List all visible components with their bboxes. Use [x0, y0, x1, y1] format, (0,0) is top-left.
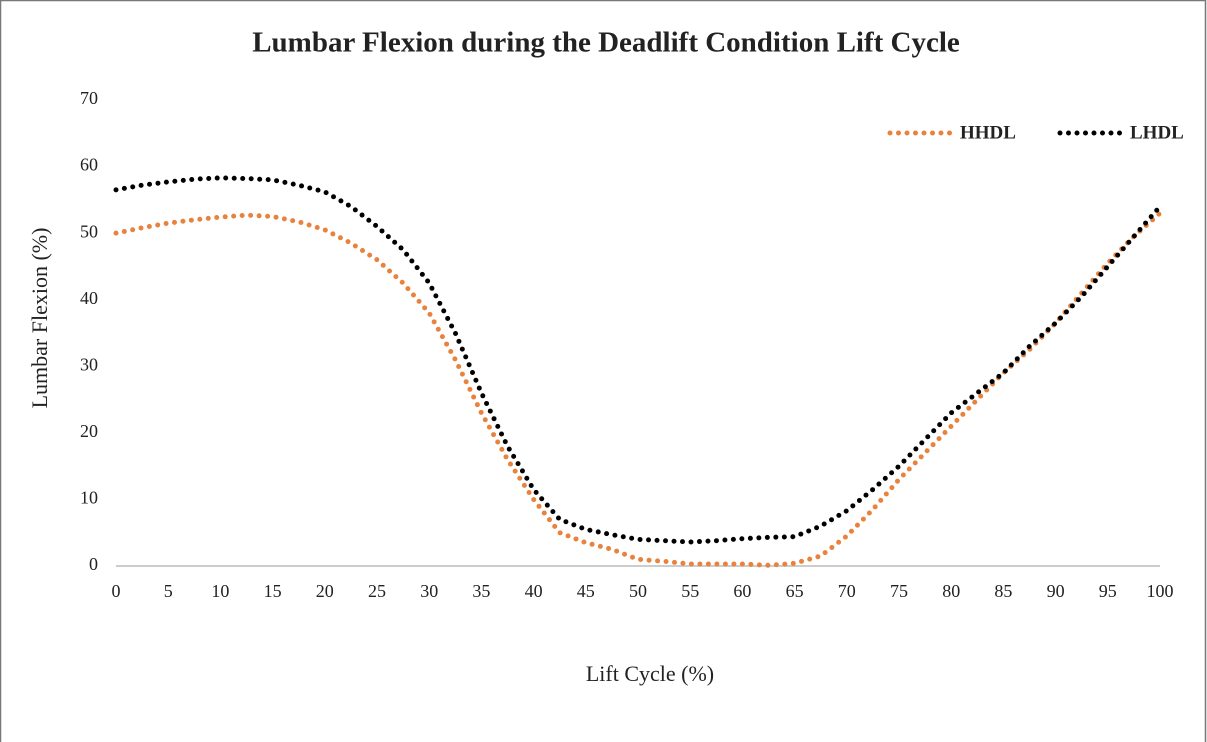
legend-label: HHDL	[960, 122, 1016, 143]
x-tick-label: 65	[786, 581, 804, 601]
y-tick-label: 0	[89, 554, 98, 574]
legend-label: LHDL	[1130, 122, 1184, 143]
data-line	[113, 210, 1163, 568]
y-tick-label: 10	[80, 488, 98, 508]
x-tick-label: 95	[1099, 581, 1117, 601]
y-tick-label: 60	[80, 155, 98, 175]
x-tick-label: 40	[525, 581, 543, 601]
x-tick-label: 0	[112, 581, 121, 601]
x-tick-label: 70	[838, 581, 856, 601]
x-tick-label: 80	[942, 581, 960, 601]
x-tick-label: 90	[1047, 581, 1065, 601]
x-axis-label: Lift Cycle (%)	[586, 661, 714, 686]
data-line	[113, 175, 1163, 545]
x-tick-label: 50	[629, 581, 647, 601]
x-tick-label: 25	[368, 581, 386, 601]
x-tick-label: 60	[733, 581, 751, 601]
y-tick-label: 40	[80, 288, 98, 308]
x-tick-label: 85	[994, 581, 1012, 601]
y-tick-label: 70	[80, 88, 98, 108]
x-tick-label: 55	[681, 581, 699, 601]
x-tick-label: 30	[420, 581, 438, 601]
y-axis-label: Lumbar Flexion (%)	[27, 228, 52, 409]
y-tick-label: 50	[80, 221, 98, 241]
x-tick-label: 5	[164, 581, 173, 601]
x-tick-label: 10	[211, 581, 229, 601]
chart-title: Lumbar Flexion during the Deadlift Condi…	[252, 27, 960, 59]
x-tick-label: 75	[890, 581, 908, 601]
x-tick-label: 20	[316, 581, 334, 601]
x-tick-label: 100	[1147, 581, 1174, 601]
x-tick-label: 15	[264, 581, 282, 601]
x-tick-label: 45	[577, 581, 595, 601]
x-tick-label: 35	[472, 581, 490, 601]
y-tick-label: 20	[80, 421, 98, 441]
y-tick-label: 30	[80, 354, 98, 374]
